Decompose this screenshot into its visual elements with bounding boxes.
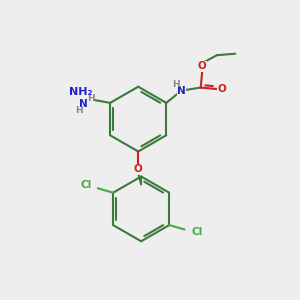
Text: Cl: Cl [191,227,202,237]
Text: O: O [198,61,207,71]
Text: O: O [134,164,142,174]
Text: O: O [218,84,226,94]
Text: N: N [79,99,88,110]
Text: N: N [177,85,186,95]
Text: H: H [87,94,94,103]
Text: H: H [75,106,82,115]
Text: NH₂: NH₂ [69,87,92,97]
Text: Cl: Cl [80,180,91,190]
Text: H: H [172,80,180,88]
